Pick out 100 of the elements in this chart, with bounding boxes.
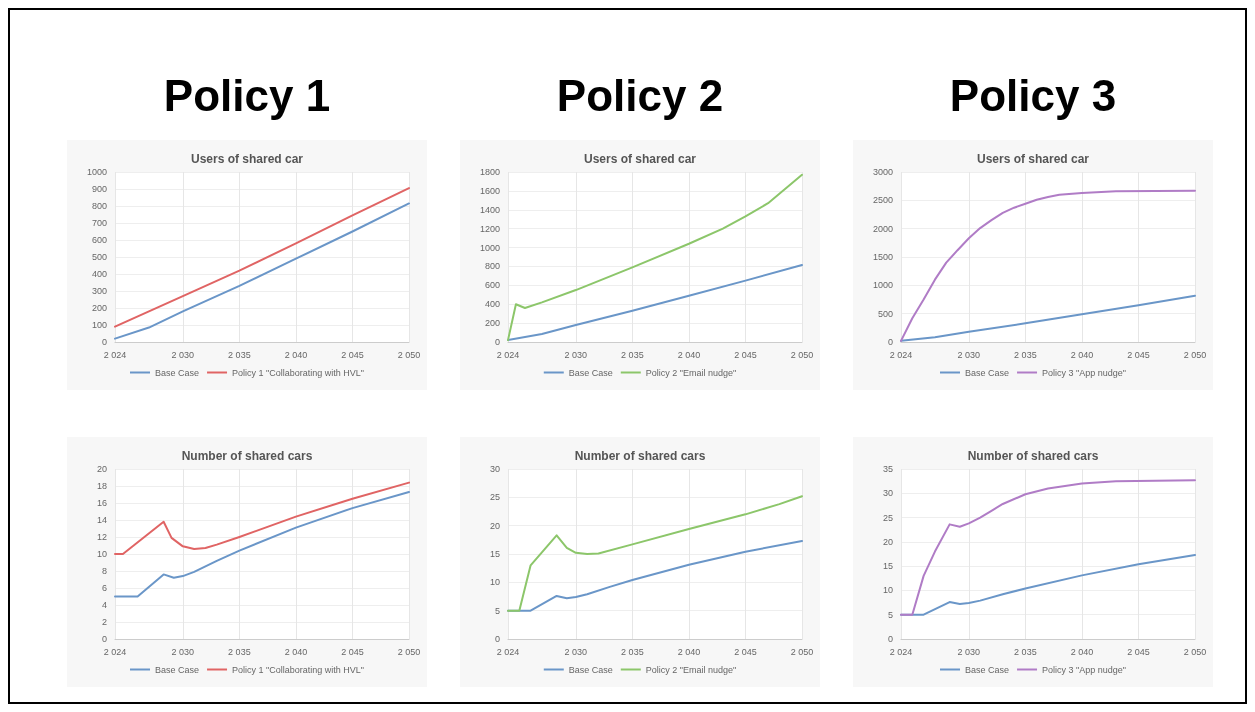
line-series xyxy=(900,479,1196,616)
x-tick-label: 2 040 xyxy=(284,349,308,360)
y-tick-label: 3000 xyxy=(872,167,893,177)
x-tick-label: 2 045 xyxy=(341,349,364,360)
y-tick-label: 20 xyxy=(882,536,893,547)
y-tick-label: 0 xyxy=(494,337,500,347)
y-tick-label: 0 xyxy=(101,337,107,347)
x-tick-label: 2 030 xyxy=(564,646,588,657)
y-tick-label: 600 xyxy=(91,235,107,245)
y-tick-label: 800 xyxy=(91,201,107,211)
x-tick-label: 2 045 xyxy=(734,646,757,657)
y-tick-label: 700 xyxy=(91,218,107,228)
chart-title: Users of shared car xyxy=(583,152,697,166)
legend-label: Policy 3 "App nudge" xyxy=(1042,664,1126,675)
x-tick-label: 2 045 xyxy=(1127,646,1150,657)
y-tick-label: 1600 xyxy=(479,185,500,196)
y-tick-label: 6 xyxy=(101,583,107,593)
legend-label: Policy 2 "Email nudge" xyxy=(645,664,737,675)
legend-label: Base Case xyxy=(965,367,1010,378)
legend-label: Base Case xyxy=(155,664,200,675)
y-tick-label: 1200 xyxy=(479,223,500,234)
y-tick-label: 2000 xyxy=(872,223,893,234)
x-tick-label: 2 035 xyxy=(228,646,251,657)
y-tick-label: 18 xyxy=(96,481,107,491)
x-tick-label: 2 035 xyxy=(621,349,644,360)
chart-title: Users of shared car xyxy=(190,152,304,166)
x-tick-label: 2 030 xyxy=(171,646,195,657)
y-tick-label: 200 xyxy=(484,318,500,329)
x-tick-label: 2 024 xyxy=(496,349,520,360)
text: Policy 2 xyxy=(555,70,725,122)
x-tick-label: 2 050 xyxy=(790,646,814,657)
legend-label: Base Case xyxy=(568,367,613,378)
y-tick-label: 400 xyxy=(91,269,107,279)
x-tick-label: 2 050 xyxy=(1183,646,1207,657)
y-tick-label: 15 xyxy=(489,549,500,559)
x-tick-label: 2 040 xyxy=(284,646,308,657)
y-tick-label: 2 xyxy=(101,617,107,627)
y-tick-label: 1000 xyxy=(86,167,107,177)
x-tick-label: 2 024 xyxy=(103,646,127,657)
x-tick-label: 2 050 xyxy=(790,349,814,360)
chart-title: Number of shared cars xyxy=(181,449,313,463)
legend-label: Policy 1 "Collaborating with HVL" xyxy=(232,664,364,675)
y-tick-label: 35 xyxy=(882,464,893,474)
legend-label: Policy 3 "App nudge" xyxy=(1042,367,1126,378)
y-tick-label: 600 xyxy=(484,280,500,291)
chart-title: Number of shared cars xyxy=(574,449,706,463)
y-tick-label: 1500 xyxy=(872,252,893,262)
legend-label: Base Case xyxy=(965,664,1010,675)
x-tick-label: 2 040 xyxy=(1070,349,1094,360)
line-series xyxy=(114,187,410,328)
x-tick-label: 2 030 xyxy=(564,349,588,360)
y-tick-label: 200 xyxy=(91,303,107,313)
y-tick-label: 10 xyxy=(96,549,107,559)
x-tick-label: 2 035 xyxy=(1014,349,1037,360)
line-series xyxy=(507,264,803,342)
y-tick-label: 25 xyxy=(489,492,500,503)
y-tick-label: 25 xyxy=(882,512,893,523)
chart-title: Number of shared cars xyxy=(967,449,1099,463)
x-tick-label: 2 040 xyxy=(1070,646,1094,657)
x-tick-label: 2 024 xyxy=(103,349,127,360)
y-tick-label: 30 xyxy=(489,464,500,474)
y-tick-label: 500 xyxy=(877,308,893,319)
line-series xyxy=(114,481,410,555)
x-tick-label: 2 045 xyxy=(734,349,757,360)
x-tick-label: 2 024 xyxy=(889,646,913,657)
y-tick-label: 1800 xyxy=(479,167,500,177)
line-series xyxy=(114,202,410,340)
y-tick-label: 4 xyxy=(101,600,107,610)
y-tick-label: 500 xyxy=(91,252,107,262)
y-tick-label: 0 xyxy=(887,337,893,347)
x-tick-label: 2 050 xyxy=(397,349,421,360)
y-tick-label: 10 xyxy=(489,577,500,588)
x-tick-label: 2 050 xyxy=(1183,349,1207,360)
x-tick-label: 2 030 xyxy=(957,349,981,360)
chart-title: Users of shared car xyxy=(976,152,1090,166)
y-tick-label: 14 xyxy=(96,515,107,525)
y-tick-label: 5 xyxy=(494,605,500,616)
y-tick-label: 800 xyxy=(484,261,500,272)
line-series xyxy=(900,294,1196,342)
y-tick-label: 16 xyxy=(96,498,107,508)
y-tick-label: 0 xyxy=(494,634,500,644)
y-tick-label: 1000 xyxy=(872,280,893,291)
y-tick-label: 1400 xyxy=(479,204,500,215)
line-series xyxy=(900,189,1196,342)
y-tick-label: 20 xyxy=(489,520,500,531)
legend-label: Policy 1 "Collaborating with HVL" xyxy=(232,367,364,378)
legend-label: Base Case xyxy=(155,367,200,378)
x-tick-label: 2 035 xyxy=(1014,646,1037,657)
y-tick-label: 12 xyxy=(96,532,107,542)
x-tick-label: 2 024 xyxy=(889,349,913,360)
x-tick-label: 2 035 xyxy=(228,349,251,360)
y-tick-label: 900 xyxy=(91,184,107,194)
x-tick-label: 2 045 xyxy=(341,646,364,657)
y-tick-label: 300 xyxy=(91,286,107,296)
y-tick-label: 400 xyxy=(484,299,500,310)
x-tick-label: 2 035 xyxy=(621,646,644,657)
line-series xyxy=(507,495,803,612)
legend-label: Base Case xyxy=(568,664,613,675)
y-tick-label: 0 xyxy=(887,634,893,644)
y-tick-label: 8 xyxy=(101,566,107,576)
